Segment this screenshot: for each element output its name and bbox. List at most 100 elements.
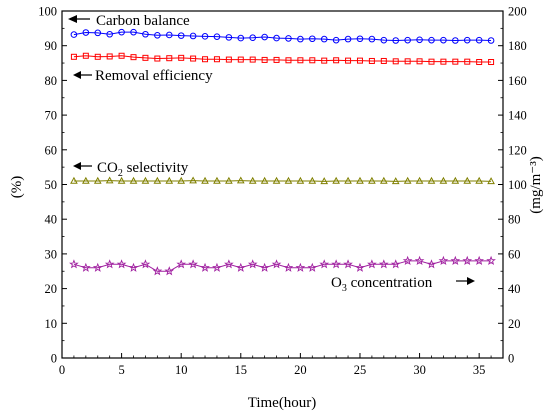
annotation-carbon-balance: Carbon balance xyxy=(68,13,190,29)
data-point xyxy=(189,32,197,40)
data-point xyxy=(295,262,306,272)
data-point xyxy=(321,57,328,64)
series-line xyxy=(73,55,492,63)
data-point xyxy=(285,57,292,64)
data-point xyxy=(416,36,423,44)
data-point xyxy=(344,176,352,184)
data-point xyxy=(452,58,459,65)
x-tick-label: 20 xyxy=(294,363,307,377)
data-point xyxy=(414,255,425,265)
data-point xyxy=(368,57,375,64)
data-point xyxy=(427,176,436,184)
left-axis-title: (%) xyxy=(9,176,25,199)
data-point xyxy=(225,176,233,184)
data-point xyxy=(271,259,282,269)
series-layer xyxy=(69,28,496,276)
data-point xyxy=(130,28,137,36)
data-point xyxy=(164,266,175,276)
data-point xyxy=(476,59,483,66)
data-point xyxy=(105,176,114,184)
right-axis-ticks: 0 20 40 60 80 100 120 140 160 180 200 xyxy=(498,5,527,366)
data-point xyxy=(118,28,125,36)
data-point xyxy=(237,34,245,42)
data-point xyxy=(178,54,185,61)
data-point xyxy=(404,58,411,65)
x-axis-ticks: 0 5 10 15 20 25 30 35 xyxy=(59,353,492,377)
right-axis-title: (mg/m⁻³) xyxy=(528,156,544,213)
data-point xyxy=(106,53,113,60)
data-point xyxy=(190,55,197,62)
data-point xyxy=(392,37,400,44)
series-line xyxy=(73,260,492,272)
data-point xyxy=(201,176,209,184)
right-tick-label: 0 xyxy=(508,352,514,366)
data-point xyxy=(225,56,232,63)
data-point xyxy=(93,176,102,184)
data-point xyxy=(283,262,294,272)
annotation-removal-efficiency: Removal efficiency xyxy=(73,68,213,84)
data-point xyxy=(296,176,305,184)
data-point xyxy=(392,58,399,65)
annotation-co2-selectivity: CO2 selectivity xyxy=(73,160,189,179)
data-point xyxy=(237,56,244,63)
right-tick-label: 20 xyxy=(508,317,521,331)
data-point xyxy=(319,259,330,269)
x-tick-label: 35 xyxy=(473,363,486,377)
data-point xyxy=(106,30,113,38)
data-point xyxy=(70,31,78,38)
data-point xyxy=(82,52,89,59)
annotation-label: Removal efficiency xyxy=(95,68,213,84)
data-point xyxy=(213,176,221,184)
data-point xyxy=(488,59,495,66)
data-point xyxy=(320,177,329,185)
data-point xyxy=(236,176,245,184)
data-point xyxy=(130,54,137,61)
annotation-label: Carbon balance xyxy=(96,13,190,29)
annotation-label: CO2 selectivity xyxy=(97,160,189,179)
data-point xyxy=(118,52,125,59)
data-point xyxy=(309,57,316,64)
data-point xyxy=(154,31,161,39)
series-o3-concentration xyxy=(69,255,496,276)
x-tick-label: 10 xyxy=(175,363,188,377)
data-point xyxy=(165,176,174,184)
right-tick-label: 200 xyxy=(508,5,527,19)
data-point xyxy=(189,176,197,184)
data-point xyxy=(332,36,340,44)
data-point xyxy=(69,259,79,269)
data-point xyxy=(165,31,173,39)
data-point xyxy=(140,259,151,269)
data-point xyxy=(82,29,90,36)
data-point xyxy=(416,58,423,65)
right-tick-label: 140 xyxy=(508,109,527,123)
data-point xyxy=(415,176,424,184)
data-point xyxy=(116,259,127,269)
data-point xyxy=(438,255,449,265)
data-point xyxy=(273,34,280,42)
data-point xyxy=(104,259,115,269)
arrow-head xyxy=(73,71,81,79)
data-point xyxy=(213,33,221,40)
label-subscript: 3 xyxy=(342,283,347,294)
x-tick-label: 30 xyxy=(413,363,426,377)
data-point xyxy=(166,55,173,62)
series-line xyxy=(73,180,492,182)
data-point xyxy=(154,55,161,62)
arrow-head xyxy=(73,162,81,170)
data-point xyxy=(261,56,268,63)
arrow-head xyxy=(467,277,475,285)
data-point xyxy=(486,255,496,265)
data-point xyxy=(355,262,365,272)
right-tick-label: 180 xyxy=(508,39,527,53)
left-tick-label: 40 xyxy=(45,213,58,227)
data-point xyxy=(129,176,138,184)
data-point xyxy=(260,176,269,184)
data-point xyxy=(356,176,364,184)
arrow-head xyxy=(68,15,77,23)
data-point xyxy=(391,177,400,185)
left-tick-label: 50 xyxy=(45,178,58,192)
data-point xyxy=(285,35,292,42)
label-main: CO xyxy=(97,160,118,176)
plot-frame xyxy=(61,10,504,359)
